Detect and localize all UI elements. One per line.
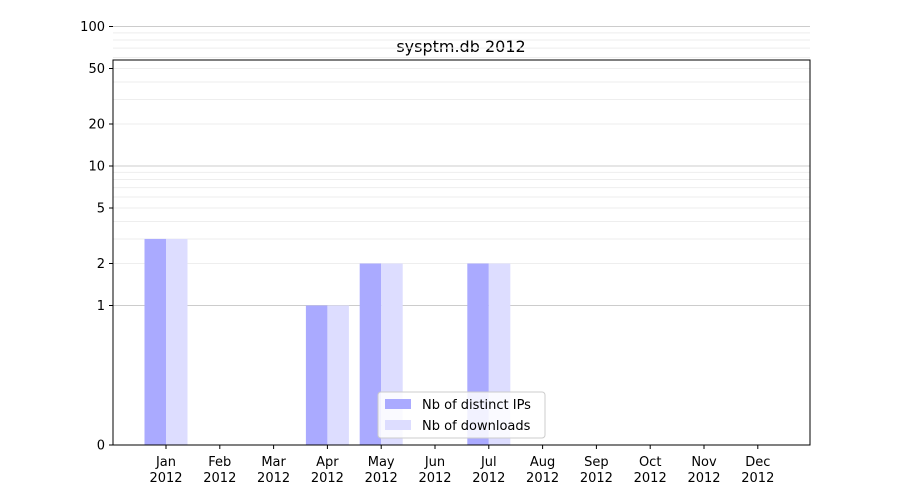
bar [327, 305, 349, 445]
bar [305, 305, 328, 445]
x-tick-label: Feb 2012 [203, 455, 236, 486]
x-tick-label: Oct 2012 [634, 455, 667, 486]
y-tick-label: 50 [88, 62, 105, 77]
legend-label: Nb of downloads [422, 419, 531, 434]
x-axis: Jan 2012 Feb 2012 Mar 2012 Apr 2012 May 2012 Jun 20… [149, 445, 774, 486]
grid [113, 26, 810, 306]
x-tick-label: May 2012 [365, 455, 398, 486]
legend: Nb of distinct IPs Nb of downloads [377, 391, 546, 439]
y-axis: 0 1 2 5 10 20 50 100 [80, 20, 113, 454]
bar [359, 263, 382, 445]
legend-box [377, 391, 546, 439]
x-tick-label: Jun 2012 [418, 455, 451, 486]
y-tick-label: 100 [80, 20, 105, 35]
legend-swatch [385, 399, 411, 409]
y-tick-label: 0 [97, 439, 105, 454]
x-tick-label: Apr 2012 [311, 455, 344, 486]
x-tick-label: Nov 2012 [687, 455, 720, 486]
x-tick-label: Dec 2012 [741, 455, 774, 486]
x-tick-label: Sep 2012 [580, 455, 613, 486]
y-tick-label: 10 [88, 160, 105, 175]
y-tick-label: 20 [88, 118, 105, 133]
y-tick-label: 1 [97, 299, 105, 314]
bar [144, 238, 166, 445]
bar [166, 238, 188, 445]
y-tick-label: 2 [97, 257, 105, 272]
legend-label: Nb of distinct IPs [422, 398, 531, 413]
chart-title: sysptm.db 2012 [396, 37, 525, 56]
y-tick-label: 5 [97, 201, 105, 216]
x-tick-label: Jan 2012 [149, 455, 182, 486]
x-tick-label: Aug 2012 [526, 455, 559, 486]
x-tick-label: Mar 2012 [257, 455, 290, 486]
plot-frame [112, 59, 811, 446]
legend-swatch [385, 420, 411, 430]
x-tick-label: Jul 2012 [472, 455, 505, 486]
